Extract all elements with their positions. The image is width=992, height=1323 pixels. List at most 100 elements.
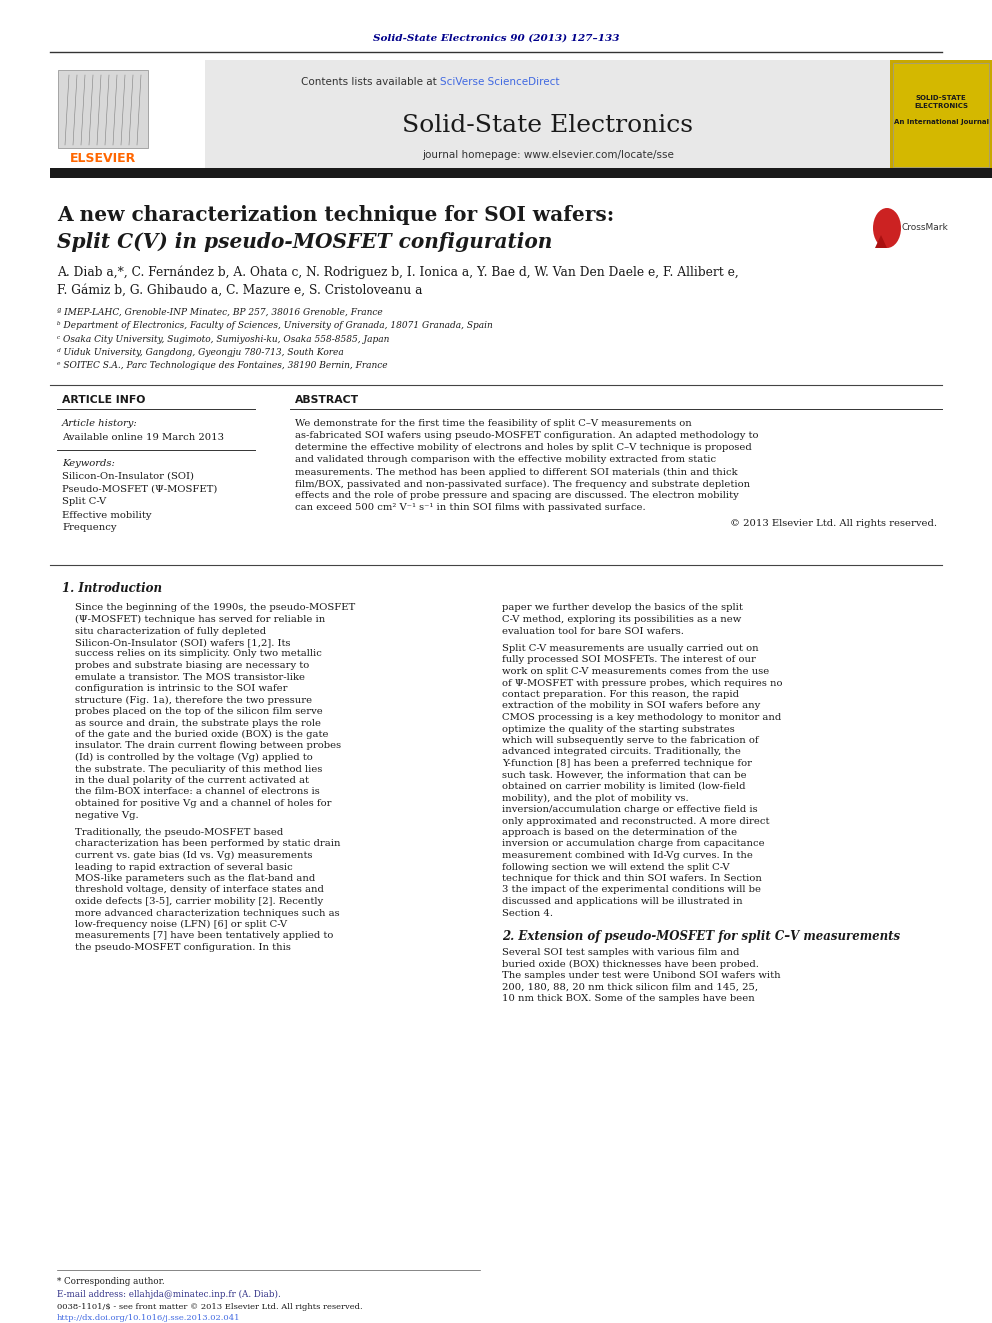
- Text: approach is based on the determination of the: approach is based on the determination o…: [502, 828, 737, 837]
- Text: Solid-State Electronics 90 (2013) 127–133: Solid-State Electronics 90 (2013) 127–13…: [373, 33, 619, 42]
- Bar: [205, 60, 890, 169]
- Text: measurements. The method has been applied to different SOI materials (thin and t: measurements. The method has been applie…: [295, 467, 738, 476]
- Text: SciVerse ScienceDirect: SciVerse ScienceDirect: [440, 77, 559, 87]
- Text: as-fabricated SOI wafers using pseudo-MOSFET configuration. An adapted methodolo: as-fabricated SOI wafers using pseudo-MO…: [295, 431, 759, 441]
- Text: configuration is intrinsic to the SOI wafer: configuration is intrinsic to the SOI wa…: [75, 684, 288, 693]
- Text: ABSTRACT: ABSTRACT: [295, 396, 359, 405]
- Text: CMOS processing is a key methodology to monitor and: CMOS processing is a key methodology to …: [502, 713, 782, 722]
- Text: Silicon-On-Insulator (SOI): Silicon-On-Insulator (SOI): [62, 471, 194, 480]
- Text: fully processed SOI MOSFETs. The interest of our: fully processed SOI MOSFETs. The interes…: [502, 655, 756, 664]
- Bar: [890, 60, 992, 169]
- Text: situ characterization of fully depleted: situ characterization of fully depleted: [75, 627, 266, 635]
- Text: (Ψ-MOSFET) technique has served for reliable in: (Ψ-MOSFET) technique has served for reli…: [75, 615, 325, 624]
- Text: Keywords:: Keywords:: [62, 459, 115, 467]
- Text: of Ψ-MOSFET with pressure probes, which requires no: of Ψ-MOSFET with pressure probes, which …: [502, 679, 783, 688]
- Text: Contents lists available at: Contents lists available at: [301, 77, 440, 87]
- Text: more advanced characterization techniques such as: more advanced characterization technique…: [75, 909, 339, 917]
- Text: Since the beginning of the 1990s, the pseudo-MOSFET: Since the beginning of the 1990s, the ps…: [75, 603, 355, 613]
- Text: mobility), and the plot of mobility vs.: mobility), and the plot of mobility vs.: [502, 794, 688, 803]
- Text: in the dual polarity of the current activated at: in the dual polarity of the current acti…: [75, 777, 309, 785]
- Text: Split C(V) in pseudo-MOSFET configuration: Split C(V) in pseudo-MOSFET configuratio…: [57, 232, 553, 251]
- Text: SOLID-STATE
ELECTRONICS

An International Journal: SOLID-STATE ELECTRONICS An International…: [894, 95, 988, 124]
- Text: work on split C-V measurements comes from the use: work on split C-V measurements comes fro…: [502, 667, 769, 676]
- Text: Split C-V measurements are usually carried out on: Split C-V measurements are usually carri…: [502, 644, 759, 654]
- Text: and validated through comparison with the effective mobility extracted from stat: and validated through comparison with th…: [295, 455, 716, 464]
- Text: film/BOX, passivated and non-passivated surface). The frequency and substrate de: film/BOX, passivated and non-passivated …: [295, 479, 750, 488]
- Text: ᵈ Uiduk University, Gangdong, Gyeongju 780-713, South Korea: ᵈ Uiduk University, Gangdong, Gyeongju 7…: [57, 348, 344, 357]
- Text: low-frequency noise (LFN) [6] or split C-V: low-frequency noise (LFN) [6] or split C…: [75, 919, 287, 929]
- Text: extraction of the mobility in SOI wafers before any: extraction of the mobility in SOI wafers…: [502, 701, 760, 710]
- Text: Article history:: Article history:: [62, 419, 138, 429]
- Text: ª IMEP-LAHC, Grenoble-INP Minatec, BP 257, 38016 Grenoble, France: ª IMEP-LAHC, Grenoble-INP Minatec, BP 25…: [57, 307, 383, 316]
- Text: the pseudo-MOSFET configuration. In this: the pseudo-MOSFET configuration. In this: [75, 943, 291, 953]
- Text: contact preparation. For this reason, the rapid: contact preparation. For this reason, th…: [502, 691, 739, 699]
- Text: 2. Extension of pseudo-MOSFET for split C–V measurements: 2. Extension of pseudo-MOSFET for split …: [502, 930, 900, 943]
- Text: measurement combined with Id-Vg curves. In the: measurement combined with Id-Vg curves. …: [502, 851, 753, 860]
- Text: © 2013 Elsevier Ltd. All rights reserved.: © 2013 Elsevier Ltd. All rights reserved…: [730, 520, 937, 528]
- Text: 200, 180, 88, 20 nm thick silicon film and 145, 25,: 200, 180, 88, 20 nm thick silicon film a…: [502, 983, 758, 991]
- Text: of the gate and the buried oxide (BOX) is the gate: of the gate and the buried oxide (BOX) i…: [75, 730, 328, 740]
- Text: Pseudo-MOSFET (Ψ-MOSFET): Pseudo-MOSFET (Ψ-MOSFET): [62, 484, 217, 493]
- Text: CrossMark: CrossMark: [902, 224, 948, 233]
- Text: Section 4.: Section 4.: [502, 909, 553, 917]
- Text: A. Diab a,*, C. Fernández b, A. Ohata c, N. Rodriguez b, I. Ionica a, Y. Bae d, : A. Diab a,*, C. Fernández b, A. Ohata c,…: [57, 265, 739, 279]
- Text: negative Vg.: negative Vg.: [75, 811, 139, 819]
- Text: journal homepage: www.elsevier.com/locate/sse: journal homepage: www.elsevier.com/locat…: [422, 149, 674, 160]
- Text: buried oxide (BOX) thicknesses have been probed.: buried oxide (BOX) thicknesses have been…: [502, 959, 759, 968]
- Text: as source and drain, the substrate plays the role: as source and drain, the substrate plays…: [75, 718, 321, 728]
- Text: E-mail address: ellahjda@minatec.inp.fr (A. Diab).: E-mail address: ellahjda@minatec.inp.fr …: [57, 1290, 281, 1299]
- Text: obtained for positive Vg and a channel of holes for: obtained for positive Vg and a channel o…: [75, 799, 331, 808]
- Text: MOS-like parameters such as the flat-band and: MOS-like parameters such as the flat-ban…: [75, 875, 315, 882]
- Text: Solid-State Electronics: Solid-State Electronics: [403, 114, 693, 136]
- Text: technique for thick and thin SOI wafers. In Section: technique for thick and thin SOI wafers.…: [502, 875, 762, 882]
- Text: 3 the impact of the experimental conditions will be: 3 the impact of the experimental conditi…: [502, 885, 761, 894]
- Text: characterization has been performed by static drain: characterization has been performed by s…: [75, 840, 340, 848]
- Text: Available online 19 March 2013: Available online 19 March 2013: [62, 433, 224, 442]
- Text: such task. However, the information that can be: such task. However, the information that…: [502, 770, 747, 779]
- Text: Y-function [8] has been a preferred technique for: Y-function [8] has been a preferred tech…: [502, 759, 752, 767]
- Text: F. Gámiz b, G. Ghibaudo a, C. Mazure e, S. Cristoloveanu a: F. Gámiz b, G. Ghibaudo a, C. Mazure e, …: [57, 283, 423, 296]
- Text: threshold voltage, density of interface states and: threshold voltage, density of interface …: [75, 885, 323, 894]
- Text: ᵉ SOITEC S.A., Parc Technologique des Fontaines, 38190 Bernin, France: ᵉ SOITEC S.A., Parc Technologique des Fo…: [57, 361, 388, 370]
- Text: advanced integrated circuits. Traditionally, the: advanced integrated circuits. Traditiona…: [502, 747, 741, 757]
- Text: C-V method, exploring its possibilities as a new: C-V method, exploring its possibilities …: [502, 615, 741, 624]
- Text: paper we further develop the basics of the split: paper we further develop the basics of t…: [502, 603, 743, 613]
- Bar: [893, 64, 989, 167]
- Ellipse shape: [873, 208, 901, 247]
- Text: A new characterization technique for SOI wafers:: A new characterization technique for SOI…: [57, 205, 614, 225]
- Text: We demonstrate for the first time the feasibility of split C–V measurements on: We demonstrate for the first time the fe…: [295, 419, 691, 429]
- Text: (Id) is controlled by the voltage (Vg) applied to: (Id) is controlled by the voltage (Vg) a…: [75, 753, 312, 762]
- Text: ARTICLE INFO: ARTICLE INFO: [62, 396, 146, 405]
- Text: ᶜ Osaka City University, Sugimoto, Sumiyoshi-ku, Osaka 558-8585, Japan: ᶜ Osaka City University, Sugimoto, Sumiy…: [57, 335, 390, 344]
- Text: 0038-1101/$ - see front matter © 2013 Elsevier Ltd. All rights reserved.: 0038-1101/$ - see front matter © 2013 El…: [57, 1303, 363, 1311]
- Text: oxide defects [3-5], carrier mobility [2]. Recently: oxide defects [3-5], carrier mobility [2…: [75, 897, 323, 906]
- Text: Effective mobility: Effective mobility: [62, 511, 152, 520]
- Text: structure (Fig. 1a), therefore the two pressure: structure (Fig. 1a), therefore the two p…: [75, 696, 312, 705]
- Text: inversion/accumulation charge or effective field is: inversion/accumulation charge or effecti…: [502, 804, 758, 814]
- Text: obtained on carrier mobility is limited (low-field: obtained on carrier mobility is limited …: [502, 782, 746, 791]
- Text: the film-BOX interface: a channel of electrons is: the film-BOX interface: a channel of ele…: [75, 787, 319, 796]
- Text: which will subsequently serve to the fabrication of: which will subsequently serve to the fab…: [502, 736, 759, 745]
- Text: optimize the quality of the starting substrates: optimize the quality of the starting sub…: [502, 725, 735, 733]
- Bar: [58, 70, 148, 148]
- Text: success relies on its simplicity. Only two metallic: success relies on its simplicity. Only t…: [75, 650, 321, 659]
- Text: Frequency: Frequency: [62, 524, 116, 532]
- Text: leading to rapid extraction of several basic: leading to rapid extraction of several b…: [75, 863, 293, 872]
- Text: determine the effective mobility of electrons and holes by split C–V technique i: determine the effective mobility of elec…: [295, 443, 752, 452]
- Text: The samples under test were Unibond SOI wafers with: The samples under test were Unibond SOI …: [502, 971, 781, 980]
- Text: http://dx.doi.org/10.1016/j.sse.2013.02.041: http://dx.doi.org/10.1016/j.sse.2013.02.…: [57, 1314, 240, 1322]
- Text: ᵇ Department of Electronics, Faculty of Sciences, University of Granada, 18071 G: ᵇ Department of Electronics, Faculty of …: [57, 321, 493, 329]
- Bar: [50, 60, 205, 169]
- Text: Split C-V: Split C-V: [62, 497, 106, 507]
- Text: evaluation tool for bare SOI wafers.: evaluation tool for bare SOI wafers.: [502, 627, 683, 635]
- Text: measurements [7] have been tentatively applied to: measurements [7] have been tentatively a…: [75, 931, 333, 941]
- Text: effects and the role of probe pressure and spacing are discussed. The electron m: effects and the role of probe pressure a…: [295, 492, 739, 500]
- Text: only approximated and reconstructed. A more direct: only approximated and reconstructed. A m…: [502, 816, 770, 826]
- Text: the substrate. The peculiarity of this method lies: the substrate. The peculiarity of this m…: [75, 765, 322, 774]
- Text: Several SOI test samples with various film and: Several SOI test samples with various fi…: [502, 949, 739, 957]
- Text: current vs. gate bias (Id vs. Vg) measurements: current vs. gate bias (Id vs. Vg) measur…: [75, 851, 312, 860]
- Text: Traditionally, the pseudo-MOSFET based: Traditionally, the pseudo-MOSFET based: [75, 828, 284, 837]
- Text: following section we will extend the split C-V: following section we will extend the spl…: [502, 863, 730, 872]
- Text: can exceed 500 cm² V⁻¹ s⁻¹ in thin SOI films with passivated surface.: can exceed 500 cm² V⁻¹ s⁻¹ in thin SOI f…: [295, 504, 646, 512]
- Text: insulator. The drain current flowing between probes: insulator. The drain current flowing bet…: [75, 741, 341, 750]
